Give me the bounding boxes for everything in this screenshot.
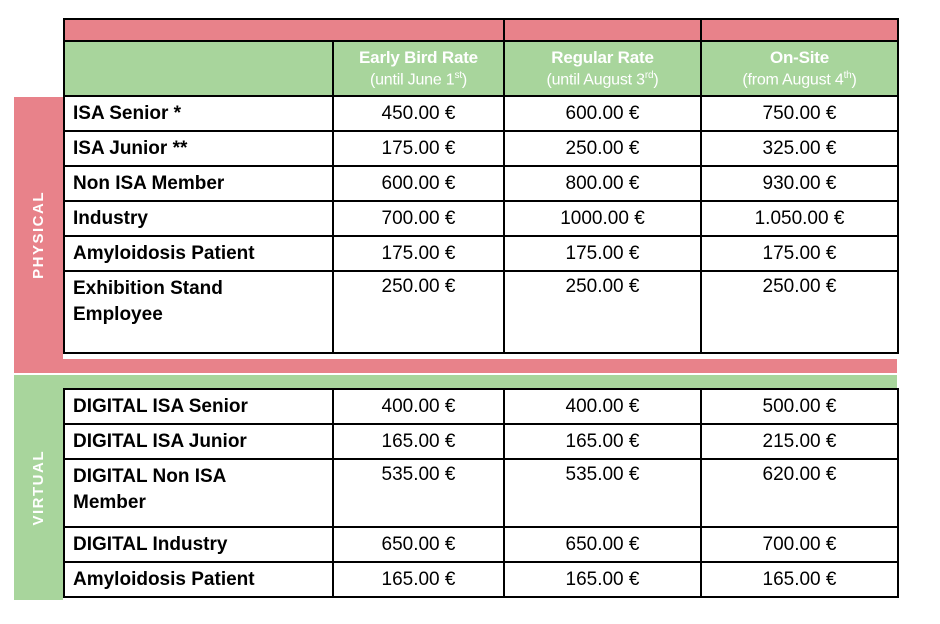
row-label: ISA Senior * <box>63 95 334 132</box>
onsite-value: 620.00 € <box>700 458 899 528</box>
regular-value: 175.00 € <box>503 235 702 272</box>
onsite-value: 500.00 € <box>700 388 899 425</box>
table-row: DIGITAL Industry 650.00 € 650.00 € 700.0… <box>63 526 899 563</box>
regular-value: 600.00 € <box>503 95 702 132</box>
subtitle-superscript: th <box>843 69 852 81</box>
subtitle-text: ) <box>461 71 468 89</box>
regular-value: 800.00 € <box>503 165 702 202</box>
physical-pricing-table: Early Bird Rate (until June 1st) Regular… <box>63 18 899 354</box>
row-label: Amyloidosis Patient <box>63 561 334 598</box>
column-header-early-bird: Early Bird Rate (until June 1st) <box>332 40 505 97</box>
early-bird-value: 175.00 € <box>332 235 505 272</box>
regular-value: 165.00 € <box>503 423 702 460</box>
early-bird-value: 450.00 € <box>332 95 505 132</box>
onsite-value: 165.00 € <box>700 561 899 598</box>
physical-section-bottom-bar <box>14 359 897 373</box>
table-row: ISA Senior * 450.00 € 600.00 € 750.00 € <box>63 95 899 132</box>
virtual-section-label-text: VIRTUAL <box>30 449 47 526</box>
table-row: DIGITAL ISA Senior 400.00 € 400.00 € 500… <box>63 388 899 425</box>
row-label: DIGITAL ISA Junior <box>63 423 334 460</box>
regular-value: 165.00 € <box>503 561 702 598</box>
onsite-value: 700.00 € <box>700 526 899 563</box>
virtual-pricing-table: DIGITAL ISA Senior 400.00 € 400.00 € 500… <box>63 388 899 598</box>
table-row: Amyloidosis Patient 175.00 € 175.00 € 17… <box>63 235 899 272</box>
row-label: Non ISA Member <box>63 165 334 202</box>
early-bird-value: 535.00 € <box>332 458 505 528</box>
virtual-section-label: VIRTUAL <box>14 375 63 600</box>
table-row: Exhibition Stand Employee 250.00 € 250.0… <box>63 270 899 354</box>
table-row: ISA Junior ** 175.00 € 250.00 € 325.00 € <box>63 130 899 167</box>
table-row: DIGITAL Non ISA Member 535.00 € 535.00 €… <box>63 458 899 528</box>
regular-value: 535.00 € <box>503 458 702 528</box>
subtitle-text: (until June 1 <box>369 71 455 89</box>
subtitle-text: (from August 4 <box>742 71 844 89</box>
row-label-text: DIGITAL Non ISA Member <box>73 466 226 513</box>
column-header-row: Early Bird Rate (until June 1st) Regular… <box>63 40 899 97</box>
row-label: Amyloidosis Patient <box>63 235 334 272</box>
column-title: On-Site <box>769 47 830 67</box>
virtual-section-top-bar <box>14 375 897 388</box>
physical-section-label: PHYSICAL <box>14 97 63 373</box>
subtitle-text: (until August 3 <box>546 71 645 89</box>
subtitle-superscript: rd <box>644 69 654 81</box>
row-label: Exhibition Stand Employee <box>63 270 334 354</box>
early-bird-value: 400.00 € <box>332 388 505 425</box>
corner-header-cell <box>63 40 334 97</box>
top-accent-row <box>63 18 899 42</box>
row-label: Industry <box>63 200 334 237</box>
early-bird-value: 250.00 € <box>332 270 505 354</box>
onsite-value: 250.00 € <box>700 270 899 354</box>
regular-value: 400.00 € <box>503 388 702 425</box>
early-bird-value: 700.00 € <box>332 200 505 237</box>
onsite-value: 930.00 € <box>700 165 899 202</box>
onsite-value: 750.00 € <box>700 95 899 132</box>
row-label: ISA Junior ** <box>63 130 334 167</box>
table-row: DIGITAL ISA Junior 165.00 € 165.00 € 215… <box>63 423 899 460</box>
regular-value: 250.00 € <box>503 130 702 167</box>
row-label: DIGITAL Industry <box>63 526 334 563</box>
onsite-value: 1.050.00 € <box>700 200 899 237</box>
subtitle-superscript: st <box>454 69 463 81</box>
column-subtitle: (until June 1st) <box>335 69 502 90</box>
column-header-onsite: On-Site (from August 4th) <box>700 40 899 97</box>
top-accent-cell <box>503 18 702 42</box>
early-bird-value: 165.00 € <box>332 423 505 460</box>
onsite-value: 215.00 € <box>700 423 899 460</box>
table-row: Amyloidosis Patient 165.00 € 165.00 € 16… <box>63 561 899 598</box>
table-row: Non ISA Member 600.00 € 800.00 € 930.00 … <box>63 165 899 202</box>
top-accent-cell <box>63 18 505 42</box>
onsite-value: 325.00 € <box>700 130 899 167</box>
regular-value: 1000.00 € <box>503 200 702 237</box>
regular-value: 250.00 € <box>503 270 702 354</box>
table-row: Industry 700.00 € 1000.00 € 1.050.00 € <box>63 200 899 237</box>
column-title: Early Bird Rate <box>359 47 478 67</box>
row-label: DIGITAL ISA Senior <box>63 388 334 425</box>
regular-value: 650.00 € <box>503 526 702 563</box>
column-subtitle: (from August 4th) <box>703 69 896 90</box>
early-bird-value: 650.00 € <box>332 526 505 563</box>
column-subtitle: (until August 3rd) <box>506 69 699 90</box>
physical-section-label-text: PHYSICAL <box>30 191 47 279</box>
onsite-value: 175.00 € <box>700 235 899 272</box>
row-label: DIGITAL Non ISA Member <box>63 458 334 528</box>
subtitle-text: ) <box>851 71 857 89</box>
top-accent-cell <box>700 18 899 42</box>
column-header-regular: Regular Rate (until August 3rd) <box>503 40 702 97</box>
column-title: Regular Rate <box>551 47 654 67</box>
early-bird-value: 165.00 € <box>332 561 505 598</box>
subtitle-text: ) <box>653 71 659 89</box>
row-label-text: Exhibition Stand Employee <box>73 278 223 325</box>
early-bird-value: 175.00 € <box>332 130 505 167</box>
early-bird-value: 600.00 € <box>332 165 505 202</box>
